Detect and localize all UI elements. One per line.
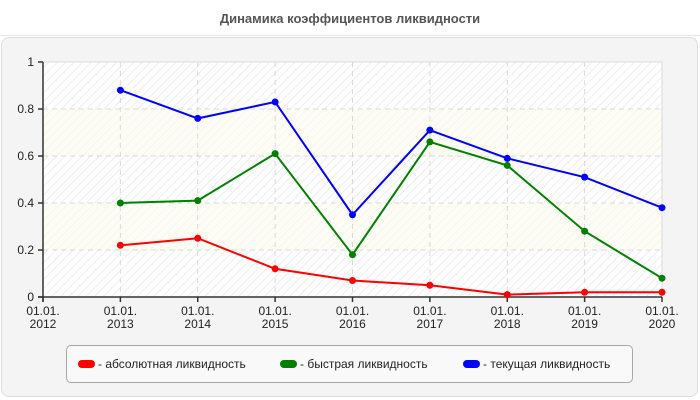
x-tick-label: 2012 [30,317,57,331]
legend-item-current-liquidity[interactable]: - текущая ликвидность [463,346,610,382]
data-point[interactable] [658,274,666,282]
x-tick-label: 01.01. [258,304,291,318]
data-point[interactable] [271,265,279,273]
data-point[interactable] [581,227,589,235]
x-tick-label: 01.01. [491,304,524,318]
data-point[interactable] [116,199,124,207]
data-point[interactable] [426,138,434,146]
x-tick-label: 2014 [184,317,211,331]
legend-label: - текущая ликвидность [483,357,611,371]
data-point[interactable] [194,197,202,205]
x-tick-label: 2016 [339,317,366,331]
legend-label: - абсолютная ликвидность [98,357,246,371]
x-tick-label: 01.01. [568,304,601,318]
x-tick-label: 2019 [571,317,598,331]
x-tick-label: 2020 [649,317,676,331]
x-tick-label: 2015 [262,317,289,331]
data-point[interactable] [658,288,666,296]
data-point[interactable] [581,288,589,296]
data-point[interactable] [581,173,589,181]
data-point[interactable] [503,154,511,162]
x-tick-label: 01.01. [336,304,369,318]
chart-title: Динамика коэффициентов ликвидности [219,11,481,26]
data-point[interactable] [271,150,279,158]
series-line [120,89,663,217]
x-tick-label: 2017 [417,317,444,331]
data-point[interactable] [116,241,124,249]
x-tick-label: 2018 [494,317,521,331]
data-point[interactable] [426,281,434,289]
y-tick-label: 0 [27,290,34,304]
series-lines [116,86,666,299]
legend-swatch-red [78,360,95,368]
y-tick-label: 1 [27,55,34,69]
legend-swatch-green [280,360,297,368]
series-line [120,140,663,280]
grid-lines [43,62,663,297]
y-tick-label: 0.4 [17,196,34,210]
y-tick-label: 0.6 [17,149,34,163]
y-tick-label: 0.8 [17,102,34,116]
legend-swatch-blue [463,360,480,368]
data-point[interactable] [426,126,434,134]
x-tick-label: 01.01. [413,304,446,318]
y-tick-label: 0.2 [17,243,34,257]
data-point[interactable] [349,277,356,285]
data-point[interactable] [194,114,202,122]
data-point[interactable] [658,204,666,212]
data-point[interactable] [271,98,279,106]
data-point[interactable] [349,251,356,259]
legend-item-absolute-liquidity[interactable]: - абсолютная ликвидность [78,346,246,382]
x-tick-label: 2013 [107,317,134,331]
x-tick-label: 01.01. [181,304,214,318]
data-point[interactable] [503,161,511,169]
x-tick-label: 01.01. [104,304,137,318]
title-divider [0,35,700,36]
legend-label: - быстрая ликвидность [300,357,428,371]
axes: 00.20.40.60.8101.01.201201.01.201301.01.… [17,55,678,331]
x-tick-label: 01.01. [26,304,59,318]
data-point[interactable] [116,86,124,94]
legend-item-quick-liquidity[interactable]: - быстрая ликвидность [280,346,428,382]
data-point[interactable] [194,234,202,242]
series-line [120,237,662,296]
x-tick-label: 01.01. [645,304,678,318]
legend: - абсолютная ликвидность - быстрая ликви… [66,345,633,383]
data-point[interactable] [503,291,511,299]
data-point[interactable] [349,211,356,219]
